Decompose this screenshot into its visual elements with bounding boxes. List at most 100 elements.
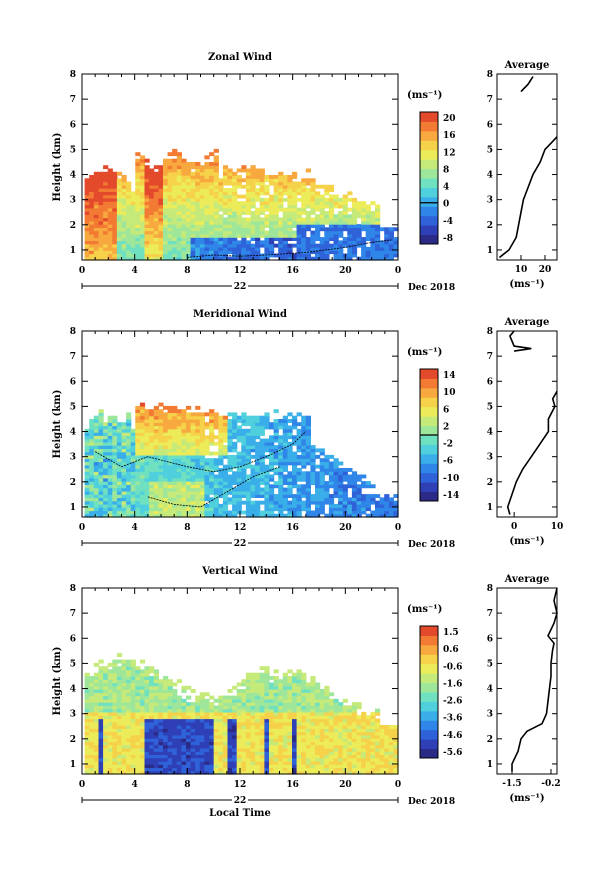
heatmap-cell [255,757,261,762]
heatmap-cell [195,484,201,489]
heatmap-cell [103,494,109,498]
colorbar-swatch [420,234,438,245]
heatmap-cell [135,217,141,222]
heatmap-cell [121,474,127,479]
heatmap-cell [195,705,201,710]
heatmap-cell [103,454,109,459]
heatmap-cell [236,246,242,251]
heatmap-cell [236,500,242,505]
heatmap-cell [103,422,109,427]
heatmap-cell [149,728,155,733]
heatmap-cell [84,428,90,433]
heatmap-cell [282,441,288,446]
heatmap-cell [190,256,196,261]
heatmap-cell [218,708,224,713]
heatmap-cell [130,233,136,238]
heatmap-cell [204,494,210,498]
heatmap-cell [245,207,252,212]
heatmap-cell [232,181,238,186]
heatmap-cell [93,445,99,449]
heatmap-cell [153,734,159,739]
heatmap-cell [365,507,371,512]
average-x-tick-label: 20 [539,265,552,275]
heatmap-cell [227,217,233,222]
heatmap-cell [301,725,307,729]
heatmap-cell [181,165,187,170]
heatmap-cell [176,184,182,189]
heatmap-cell [232,702,238,706]
heatmap-cell [167,747,173,752]
heatmap-cell [292,464,298,469]
heatmap-cell [158,441,164,446]
heatmap-cell [93,217,99,222]
heatmap-cell [112,464,118,469]
heatmap-cell [273,685,279,690]
heatmap-cell [121,194,127,199]
heatmap-cell [282,243,288,248]
heatmap-cell [144,250,150,255]
heatmap-cell [89,204,95,209]
heatmap-cell [250,217,256,222]
heatmap-cell [89,754,95,759]
heatmap-cell [209,500,215,505]
heatmap-cell [324,487,330,492]
heatmap-cell [139,490,146,495]
heatmap-cell [273,409,279,414]
heatmap-cell [222,194,229,199]
colorbar-swatch [420,378,438,389]
heatmap-cell [153,435,159,440]
heatmap-cell [209,734,215,739]
heatmap-cell [361,207,367,212]
heatmap-cell [222,454,229,459]
heatmap-cell [292,679,298,684]
heatmap-cell [301,441,307,446]
heatmap-cell [255,679,261,684]
heatmap-cell [163,224,169,228]
heatmap-cell [107,708,113,713]
heatmap-cell [250,448,256,453]
heatmap-cell [103,484,109,489]
heatmap-cell [181,718,187,723]
heatmap-cell [126,481,132,485]
heatmap-cell [121,738,127,742]
heatmap-cell [144,754,150,759]
heatmap-cell [301,718,307,723]
heatmap-cell [338,471,344,476]
heatmap-cell [259,734,265,739]
heatmap-cell [204,162,210,166]
heatmap-cell [176,256,182,261]
heatmap-cell [259,721,265,726]
heatmap-cell [222,705,229,710]
heatmap-cell [116,510,123,515]
x-tick-label: 8 [184,266,190,276]
heatmap-cell [167,428,173,433]
heatmap-cell [393,250,399,255]
heatmap-cell [112,669,118,674]
heatmap-cell [305,237,311,241]
heatmap-cell [296,207,302,212]
heatmap-cell [287,214,293,219]
colorbar-tick-label: 14 [443,371,456,381]
heatmap-cell [245,451,252,456]
heatmap-cell [181,441,187,446]
heatmap-cell [287,757,293,762]
heatmap-cell [144,510,150,515]
heatmap-cell [195,490,201,495]
heatmap-cell [98,689,104,693]
heatmap-cell [333,240,339,245]
heatmap-cell [130,757,136,762]
heatmap-cell [98,191,104,196]
heatmap-cell [167,728,173,733]
heatmap-cell [153,757,159,762]
heatmap-cell [195,702,201,706]
heatmap-cell [135,464,141,469]
heatmap-cell [116,728,123,733]
heatmap-cell [287,741,293,746]
heatmap-cell [273,471,279,476]
heatmap-cell [130,250,136,255]
heatmap-cell [195,510,201,515]
heatmap-cell [388,503,394,508]
heatmap-cell [264,256,270,261]
heatmap-cell [278,217,284,222]
heatmap-cell [186,734,192,739]
